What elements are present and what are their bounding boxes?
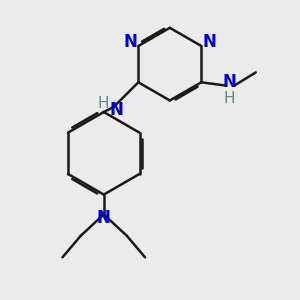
Text: H: H — [224, 91, 235, 106]
Text: N: N — [110, 101, 124, 119]
Text: N: N — [202, 33, 217, 51]
Text: N: N — [123, 33, 137, 51]
Text: N: N — [222, 73, 236, 91]
Text: N: N — [97, 209, 111, 227]
Text: H: H — [98, 96, 109, 111]
